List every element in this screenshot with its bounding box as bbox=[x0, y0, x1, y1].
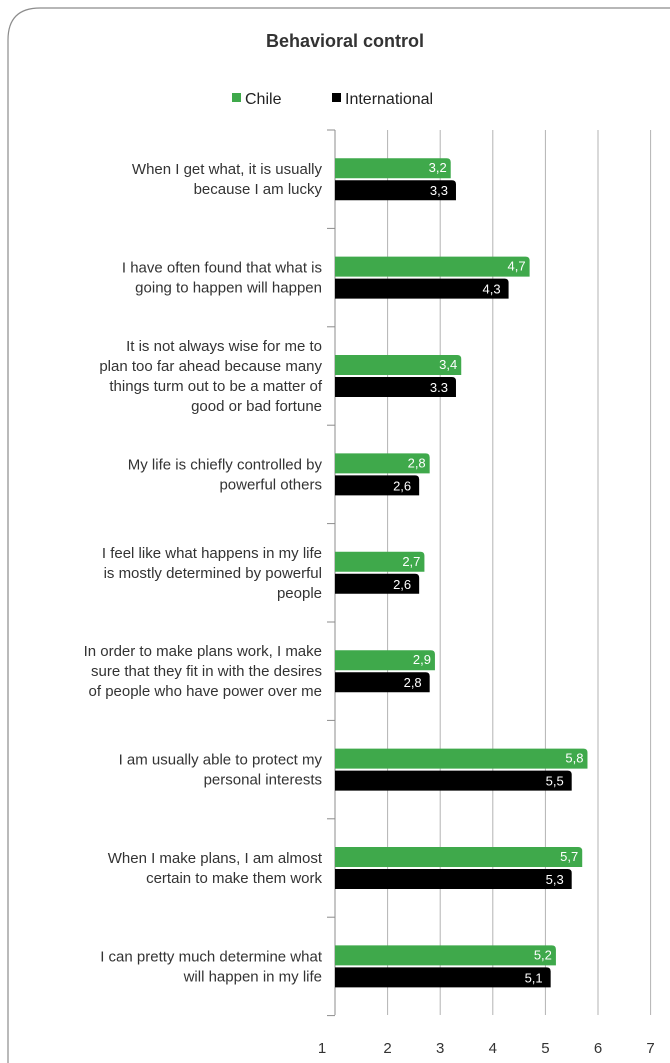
data-label-chile: 5,7 bbox=[560, 849, 578, 864]
data-label-international: 5,5 bbox=[546, 774, 564, 789]
bar-chile bbox=[335, 847, 583, 867]
data-label-international: 3,3 bbox=[430, 183, 448, 198]
category-label: is mostly determined by powerful bbox=[104, 565, 322, 582]
data-label-international: 2,6 bbox=[393, 478, 411, 493]
data-label-international: 5,1 bbox=[525, 970, 543, 985]
category-label: good or bad fortune bbox=[191, 398, 322, 415]
category-label: In order to make plans work, I make bbox=[84, 643, 322, 660]
bar-chile bbox=[335, 650, 435, 671]
category-label: When I get what, it is usually bbox=[132, 161, 323, 178]
data-label-international: 2,8 bbox=[404, 675, 422, 690]
data-label-international: 3.3 bbox=[430, 380, 448, 395]
plot-area: 1 2 3 4 5 6 7 3,2 3,3 When I get what, it is usua… bbox=[84, 129, 655, 1057]
x-tick-label: 1 bbox=[318, 1040, 326, 1057]
bar-chile bbox=[335, 355, 462, 375]
legend: Chile International bbox=[232, 91, 433, 108]
data-label-chile: 2,9 bbox=[413, 652, 431, 667]
category-label: people bbox=[277, 585, 322, 602]
bar-chile bbox=[335, 945, 556, 966]
bar-international bbox=[335, 377, 456, 397]
category-label: sure that they fit in with the desires bbox=[91, 663, 322, 680]
bar-chile bbox=[335, 453, 430, 474]
category-label: powerful others bbox=[219, 476, 322, 493]
data-label-international: 5,3 bbox=[546, 872, 564, 887]
bar-international bbox=[335, 475, 420, 496]
bar-international bbox=[335, 573, 420, 594]
category-label: of people who have power over me bbox=[89, 683, 322, 700]
data-label-chile: 5,8 bbox=[565, 751, 583, 766]
category-label: I can pretty much determine what bbox=[100, 948, 323, 965]
category-label: My life is chiefly controlled by bbox=[128, 456, 323, 473]
category-label: things turm out to be a matter of bbox=[109, 378, 322, 395]
bar-international bbox=[335, 278, 509, 299]
bar-international bbox=[335, 869, 572, 889]
data-label-chile: 2,8 bbox=[408, 455, 426, 470]
category-label: because I am lucky bbox=[194, 181, 323, 198]
x-tick-label: 6 bbox=[594, 1040, 602, 1057]
category-label: going to happen will happen bbox=[135, 280, 322, 297]
data-label-international: 4,3 bbox=[483, 282, 501, 297]
bar-chile bbox=[335, 551, 425, 572]
x-tick-label: 4 bbox=[489, 1040, 497, 1057]
category-label: It is not always wise for me to bbox=[126, 338, 322, 355]
category-label: I have often found that what is bbox=[122, 260, 322, 277]
legend-swatch-chile bbox=[232, 93, 241, 102]
bar-international bbox=[335, 770, 572, 791]
data-label-chile: 4,7 bbox=[508, 259, 526, 274]
data-label-chile: 3,2 bbox=[429, 160, 447, 175]
category-label: I feel like what happens in my life bbox=[102, 545, 322, 562]
legend-label-international: International bbox=[345, 91, 433, 108]
x-tick-label: 5 bbox=[541, 1040, 549, 1057]
bar-chile bbox=[335, 748, 588, 769]
category-label: I am usually able to protect my bbox=[119, 752, 323, 769]
legend-swatch-international bbox=[332, 93, 341, 102]
category-label: personal interests bbox=[204, 772, 322, 789]
chart-frame bbox=[7, 7, 670, 1063]
legend-label-chile: Chile bbox=[245, 91, 282, 108]
category-label: plan too far ahead because many bbox=[99, 358, 322, 375]
category-label: will happen in my life bbox=[183, 968, 322, 985]
x-tick-label: 2 bbox=[383, 1040, 391, 1057]
bar-international bbox=[335, 672, 430, 693]
data-label-international: 2,6 bbox=[393, 577, 411, 592]
bar-international bbox=[335, 180, 456, 201]
data-label-chile: 2,7 bbox=[402, 554, 420, 569]
bar-chile bbox=[335, 158, 451, 179]
x-tick-label: 7 bbox=[646, 1040, 654, 1057]
data-label-chile: 5,2 bbox=[534, 947, 552, 962]
data-label-chile: 3,4 bbox=[439, 357, 457, 372]
category-label: When I make plans, I am almost bbox=[108, 850, 323, 867]
category-label: certain to make them work bbox=[146, 870, 322, 887]
chart-title: Behavioral control bbox=[266, 31, 424, 51]
bar-international bbox=[335, 967, 551, 988]
bar-chile bbox=[335, 256, 530, 277]
x-tick-label: 3 bbox=[436, 1040, 444, 1057]
